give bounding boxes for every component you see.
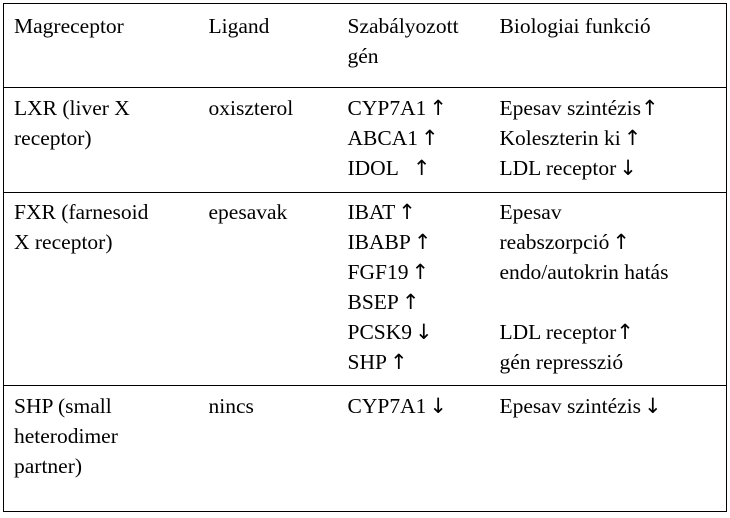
gene-name: ABCA1 xyxy=(347,126,418,150)
gene-entry: IDOL ↑ xyxy=(348,153,490,183)
function-entry: reabszorpció ↑ xyxy=(500,227,727,257)
down-arrow-icon: ↓ xyxy=(644,394,662,418)
table-row-shp: SHP (small heterodimer partner) nincs CY… xyxy=(3,385,727,512)
nuclear-receptor-table: Magreceptor Ligand Szabályozott gén Biol… xyxy=(3,3,727,512)
down-arrow-icon: ↓ xyxy=(415,320,433,344)
function-spacer xyxy=(500,287,727,317)
up-arrow-icon: ↑ xyxy=(398,200,416,224)
header-receptor-label: Magreceptor xyxy=(14,14,124,38)
gene-name: CYP7A1 xyxy=(347,394,427,418)
up-arrow-icon: ↑ xyxy=(616,320,634,344)
function-entry: Epesav szintézis ↓ xyxy=(500,391,727,421)
ligand-cell: nincs xyxy=(198,385,338,512)
ligand-name: oxiszterol xyxy=(208,96,294,120)
header-gene-label-line2: gén xyxy=(347,44,379,68)
function-text: Koleszterin ki xyxy=(499,126,621,150)
gene-entry: CYP7A1 ↓ xyxy=(348,391,490,421)
up-arrow-icon: ↑ xyxy=(612,230,630,254)
function-entry: Koleszterin ki ↑ xyxy=(500,123,727,153)
up-arrow-icon: ↑ xyxy=(412,156,431,180)
header-cell-receptor: Magreceptor xyxy=(3,3,199,88)
gene-name: FGF19 xyxy=(347,260,409,284)
gene-name: BSEP xyxy=(347,290,399,314)
function-cell: Epesav szintézis ↓ xyxy=(489,385,727,512)
function-text: Epesav xyxy=(499,200,562,224)
gene-name: SHP xyxy=(347,350,387,374)
function-entry: gén represszió xyxy=(500,347,727,377)
function-text: LDL receptor xyxy=(499,320,617,344)
receptor-name-line: SHP (small xyxy=(14,394,112,418)
ligand-name: nincs xyxy=(208,394,254,418)
gene-entry: BSEP ↑ xyxy=(348,287,490,317)
gene-name: IBAT xyxy=(347,200,396,224)
up-arrow-icon: ↑ xyxy=(389,350,408,374)
header-cell-function: Biologiai funkció xyxy=(489,3,727,88)
function-entry: endo/autokrin hatás xyxy=(500,257,727,287)
function-text: Epesav szintézis xyxy=(499,394,642,418)
function-text: endo/autokrin hatás xyxy=(499,260,669,284)
receptor-name-line: receptor) xyxy=(14,126,92,150)
header-ligand-label: Ligand xyxy=(208,14,270,38)
gene-name: IBABP xyxy=(347,230,411,254)
gene-entry: PCSK9 ↓ xyxy=(348,317,490,347)
gene-cell: IBAT ↑ IBABP ↑ FGF19 ↑ BSEP ↑ PCSK9 ↓ SHP ↑ xyxy=(337,192,490,386)
header-gene-label-line1: Szabályozott xyxy=(347,14,459,38)
table-row-lxr: LXR (liver X receptor) oxiszterol CYP7A1… xyxy=(3,87,727,193)
header-function-label: Biologiai funkció xyxy=(499,14,651,38)
ligand-cell: oxiszterol xyxy=(198,87,338,193)
up-arrow-icon: ↑ xyxy=(413,230,432,254)
gene-name: CYP7A1 xyxy=(347,96,427,120)
table-row-fxr: FXR (farnesoid X receptor) epesavak IBAT… xyxy=(3,192,727,386)
receptor-cell: SHP (small heterodimer partner) xyxy=(3,385,199,512)
function-entry: LDL receptor ↓ xyxy=(500,153,727,183)
function-cell: Epesav szintézis↑ Koleszterin ki ↑ LDL re… xyxy=(489,87,727,193)
function-text: gén represszió xyxy=(499,350,624,374)
receptor-name-line: LXR (liver X xyxy=(14,96,130,120)
function-text: reabszorpció xyxy=(499,230,610,254)
down-arrow-icon: ↓ xyxy=(619,156,637,180)
gene-cell: CYP7A1 ↑ ABCA1 ↑ IDOL ↑ xyxy=(337,87,490,193)
function-text: Epesav szintézis xyxy=(499,96,642,120)
header-cell-ligand: Ligand xyxy=(198,3,338,88)
down-arrow-icon: ↓ xyxy=(429,394,447,418)
function-text: LDL receptor xyxy=(499,156,617,180)
up-arrow-icon: ↑ xyxy=(641,96,659,120)
up-arrow-icon: ↑ xyxy=(429,96,447,120)
receptor-cell: LXR (liver X receptor) xyxy=(3,87,199,193)
function-entry: Epesav xyxy=(500,197,727,227)
gene-name: PCSK9 xyxy=(347,320,413,344)
gene-entry: ABCA1 ↑ xyxy=(348,123,490,153)
up-arrow-icon: ↑ xyxy=(401,290,420,314)
function-entry: Epesav szintézis↑ xyxy=(500,93,727,123)
function-cell: Epesav reabszorpció ↑ endo/autokrin hatás… xyxy=(489,192,727,386)
gene-entry: IBAT ↑ xyxy=(348,197,490,227)
gene-name: IDOL xyxy=(347,156,399,180)
receptor-cell: FXR (farnesoid X receptor) xyxy=(3,192,199,386)
gene-entry: CYP7A1 ↑ xyxy=(348,93,490,123)
receptor-name-line: FXR (farnesoid xyxy=(14,200,149,224)
header-cell-gene: Szabályozott gén xyxy=(337,3,490,88)
function-entry: LDL receptor↑ xyxy=(500,317,727,347)
up-arrow-icon: ↑ xyxy=(623,126,642,150)
gene-entry: SHP ↑ xyxy=(348,347,490,377)
gene-entry: IBABP ↑ xyxy=(348,227,490,257)
receptor-name-line: partner) xyxy=(14,454,83,478)
receptor-name-line: X receptor) xyxy=(14,230,113,254)
up-arrow-icon: ↑ xyxy=(420,126,439,150)
ligand-cell: epesavak xyxy=(198,192,338,386)
ligand-name: epesavak xyxy=(208,200,288,224)
up-arrow-icon: ↑ xyxy=(411,260,430,284)
gene-entry: FGF19 ↑ xyxy=(348,257,490,287)
table-header-row: Magreceptor Ligand Szabályozott gén Biol… xyxy=(3,3,727,88)
gene-cell: CYP7A1 ↓ xyxy=(337,385,490,512)
receptor-name-line: heterodimer xyxy=(14,424,118,448)
